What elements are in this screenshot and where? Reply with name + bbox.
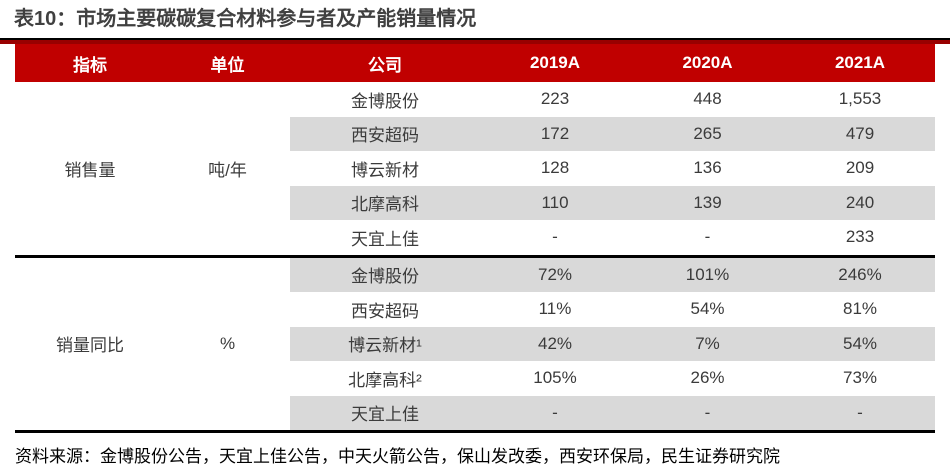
data-table: 指标 单位 公司 2019A 2020A 2021A 销售量 吨/年 金博股份 …	[15, 44, 935, 433]
company-cell: 北摩高科²	[348, 370, 422, 390]
section-sales-yoy: 销量同比 % 金博股份 72% 101% 246% 西安超码 11% 54% 8…	[15, 254, 935, 433]
value-cell: 240	[785, 185, 935, 220]
value-cell: 233	[845, 227, 875, 247]
company-cell: 金博股份	[290, 257, 480, 292]
value-cell: 136	[693, 158, 722, 178]
company-cell: 博云新材	[351, 160, 419, 180]
header-cell-indicator: 指标	[73, 55, 107, 75]
value-cell: 110	[480, 185, 630, 220]
value-cell: 26%	[690, 368, 725, 388]
company-cell: 西安超码	[290, 116, 480, 151]
value-cell: 81%	[842, 299, 878, 319]
value-cell: 105%	[533, 368, 577, 388]
company-cell: 金博股份	[351, 91, 419, 111]
value-cell: -	[785, 395, 935, 430]
page-title: 表10：市场主要碳碳复合材料参与者及产能销量情况	[14, 8, 477, 30]
value-cell: 42%	[480, 326, 630, 361]
value-cell: 448	[693, 89, 722, 109]
value-cell: -	[630, 395, 785, 430]
value-cell: 7%	[630, 326, 785, 361]
value-cell: 72%	[480, 257, 630, 292]
company-cell: 北摩高科	[290, 185, 480, 220]
value-cell: -	[704, 227, 711, 247]
header-cell-2019a: 2019A	[529, 53, 581, 72]
indicator-cell: 销售量	[64, 160, 116, 180]
header-cell-2020a: 2020A	[682, 53, 733, 72]
value-cell: 209	[845, 158, 875, 178]
company-cell: 天宜上佳	[290, 395, 480, 430]
value-cell: 172	[480, 116, 630, 151]
value-cell: 223	[540, 89, 570, 109]
unit-cell: %	[219, 333, 236, 353]
company-cell: 天宜上佳	[351, 229, 419, 249]
value-cell: 54%	[690, 299, 725, 319]
section-sales-volume: 销售量 吨/年 金博股份 223 448 1,553 西安超码 172 265 …	[15, 82, 935, 255]
table-header-row: 指标 单位 公司 2019A 2020A 2021A	[15, 44, 935, 82]
value-cell: 128	[540, 158, 570, 178]
header-cell-unit: 单位	[210, 55, 245, 75]
indicator-cell: 销量同比	[56, 336, 124, 356]
company-cell: 西安超码	[351, 301, 419, 321]
value-cell: 11%	[538, 299, 572, 319]
value-cell: 139	[630, 185, 785, 220]
value-cell: -	[480, 395, 630, 430]
header-cell-2021a: 2021A	[834, 53, 886, 72]
value-cell: 265	[630, 116, 785, 151]
company-cell: 博云新材¹	[290, 326, 480, 361]
title-rule	[0, 38, 950, 44]
value-cell: 479	[785, 116, 935, 151]
value-cell: 101%	[630, 257, 785, 292]
header-cell-company: 公司	[368, 55, 402, 75]
source-note: 资料来源：金博股份公告，天宜上佳公告，中天火箭公告，保山发改委，西安环保局，民生…	[15, 447, 780, 466]
unit-cell: 吨/年	[208, 160, 247, 180]
value-cell: 246%	[785, 257, 935, 292]
value-cell: 54%	[785, 326, 935, 361]
value-cell: 1,553	[838, 89, 882, 109]
value-cell: -	[552, 227, 558, 247]
value-cell: 73%	[842, 368, 878, 388]
